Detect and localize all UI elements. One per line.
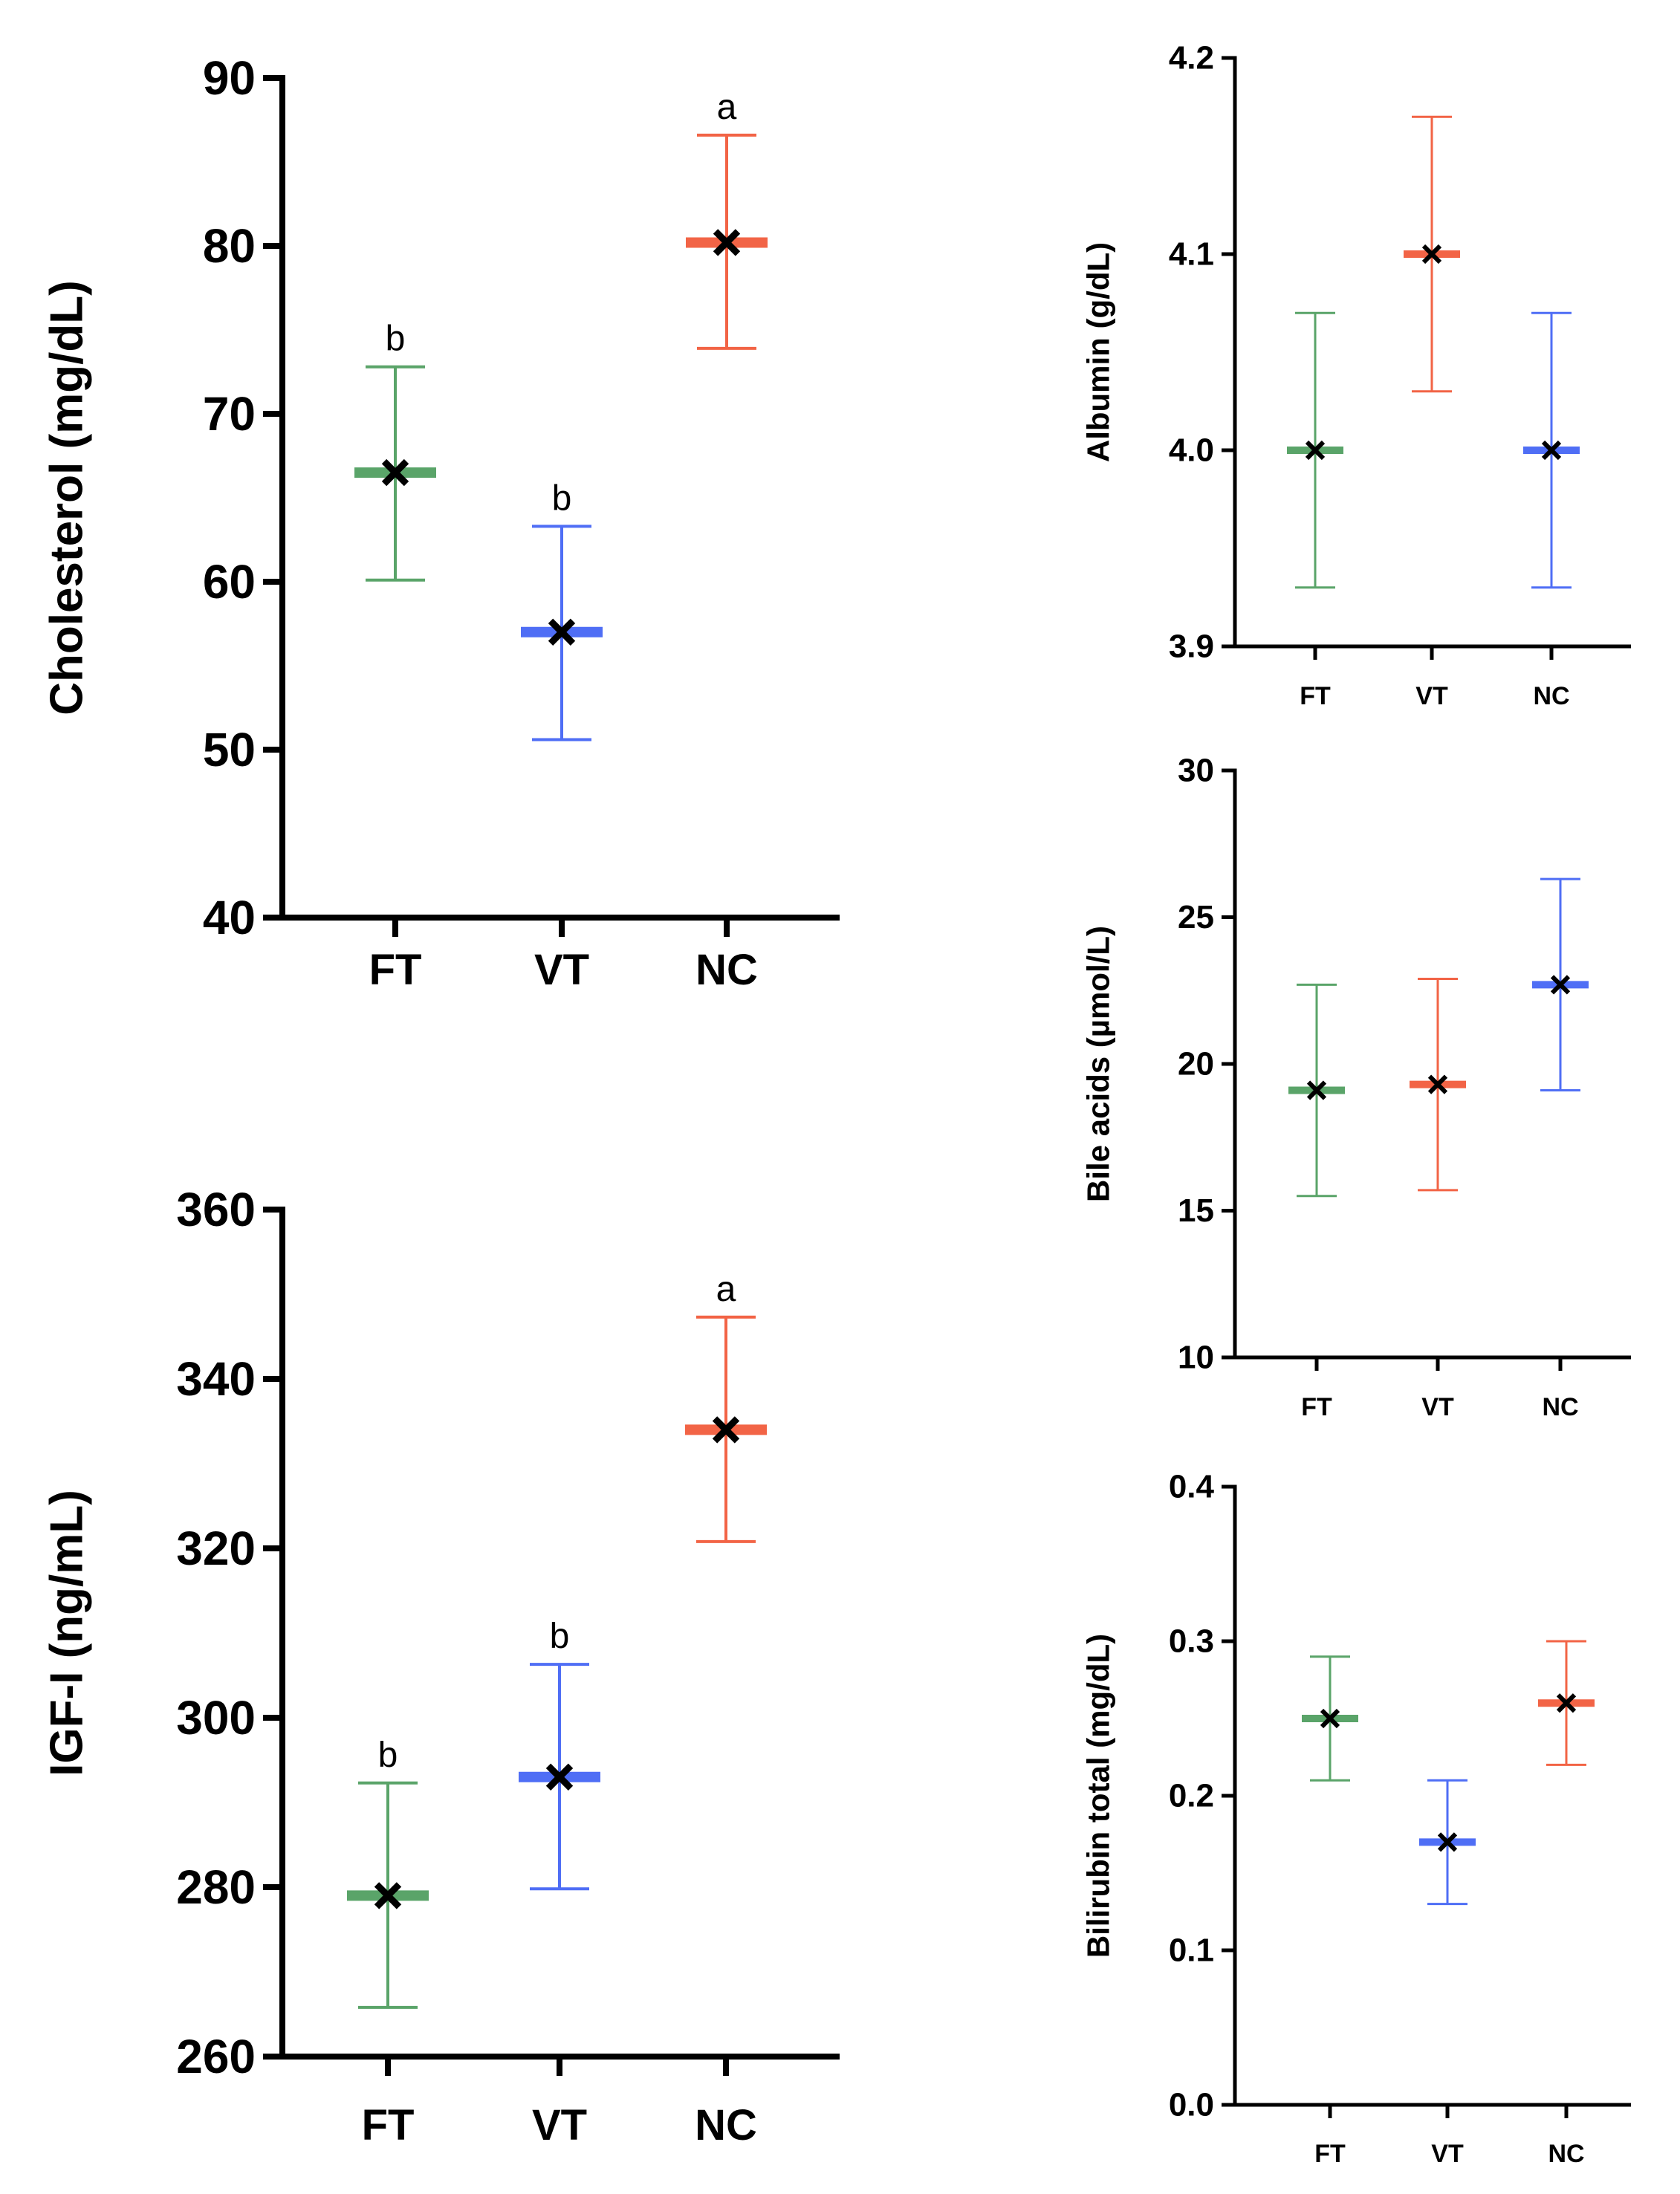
x-tick-label: VT bbox=[532, 2101, 587, 2149]
y-tick-label: 300 bbox=[176, 1691, 256, 1745]
mean-marker-stroke bbox=[1306, 1080, 1327, 1100]
mean-marker-VT bbox=[1437, 1832, 1458, 1852]
y-tick-label: 70 bbox=[203, 387, 256, 441]
y-tick-label: 280 bbox=[176, 1860, 256, 1914]
mean-marker-FT bbox=[1306, 1080, 1327, 1100]
mean-marker-stroke bbox=[1437, 1832, 1458, 1852]
y-tick-label: 0.2 bbox=[1169, 1778, 1214, 1814]
x-tick-label: FT bbox=[1301, 1393, 1332, 1421]
mean-marker-VT bbox=[548, 618, 576, 646]
significance-label-NC: a bbox=[717, 88, 737, 127]
significance-label-VT: b bbox=[552, 478, 572, 518]
y-axis-title: Albumin (g/dL) bbox=[1081, 242, 1116, 462]
y-tick-label: 90 bbox=[203, 51, 256, 105]
x-tick-label: FT bbox=[1314, 2140, 1346, 2168]
significance-label-VT: b bbox=[550, 1617, 570, 1656]
mean-marker-FT bbox=[381, 458, 409, 487]
significance-label-NC: a bbox=[716, 1270, 736, 1309]
y-tick-label: 15 bbox=[1178, 1192, 1214, 1229]
chart-panel-2: 260 280 300 320 340 360 FT VT NC IGF-I (ng/mL) b b a bbox=[42, 1183, 840, 2149]
y-tick-label: 4.1 bbox=[1169, 236, 1214, 273]
chart-panel-4: 10 15 20 25 30 FT VT NC Bile acids (µmol/L) bbox=[1081, 753, 1631, 1421]
mean-marker-stroke bbox=[712, 1416, 740, 1444]
mean-marker-stroke bbox=[1541, 440, 1562, 461]
y-tick-label: 60 bbox=[203, 555, 256, 608]
x-tick-label: VT bbox=[1431, 2140, 1464, 2168]
x-tick-label: FT bbox=[362, 2101, 415, 2149]
chart-panel-5: 0.0 0.1 0.2 0.3 0.4 FT VT NC Bilirubin total (mg… bbox=[1081, 1469, 1631, 2168]
y-tick-label: 4.0 bbox=[1169, 432, 1214, 469]
mean-marker-NC bbox=[1556, 1693, 1577, 1713]
y-tick-label: 10 bbox=[1178, 1340, 1214, 1376]
mean-marker-stroke bbox=[713, 229, 741, 256]
chart-panel-3: 3.9 4.0 4.1 4.2 FT VT NC Albumin (g/dL) bbox=[1081, 40, 1631, 710]
y-tick-label: 30 bbox=[1178, 753, 1214, 789]
y-tick-label: 340 bbox=[176, 1352, 256, 1406]
mean-marker-NC bbox=[712, 1416, 740, 1444]
chart-panel-1: 40 50 60 70 80 90 FT VT NC Cholesterol (mg/dL) b b a bbox=[42, 51, 840, 994]
y-axis-title: Bile acids (µmol/L) bbox=[1081, 926, 1116, 1202]
y-tick-label: 260 bbox=[176, 2030, 256, 2083]
y-axis-title: Bilirubin total (mg/dL) bbox=[1081, 1634, 1116, 1958]
y-tick-label: 4.2 bbox=[1169, 40, 1214, 77]
x-tick-label: FT bbox=[369, 946, 422, 994]
y-axis-title: IGF-I (ng/mL) bbox=[42, 1490, 93, 1776]
y-tick-label: 25 bbox=[1178, 899, 1214, 935]
mean-marker-stroke bbox=[1427, 1074, 1448, 1094]
mean-marker-VT bbox=[545, 1763, 574, 1791]
mean-marker-FT bbox=[1305, 440, 1326, 461]
y-tick-label: 0.3 bbox=[1169, 1623, 1214, 1660]
y-tick-label: 0.0 bbox=[1169, 2087, 1214, 2123]
mean-marker-stroke bbox=[1421, 244, 1442, 264]
mean-marker-stroke bbox=[545, 1763, 574, 1791]
x-tick-label: NC bbox=[1548, 2140, 1584, 2168]
significance-label-FT: b bbox=[378, 1736, 398, 1775]
y-tick-label: 50 bbox=[203, 723, 256, 776]
mean-marker-stroke bbox=[548, 618, 576, 646]
mean-marker-FT bbox=[1320, 1708, 1340, 1729]
x-tick-label: NC bbox=[695, 2101, 757, 2149]
y-tick-label: 320 bbox=[176, 1522, 256, 1575]
mean-marker-NC bbox=[713, 229, 741, 256]
y-tick-label: 3.9 bbox=[1169, 629, 1214, 665]
y-tick-label: 0.4 bbox=[1169, 1469, 1215, 1505]
y-tick-label: 0.1 bbox=[1169, 1932, 1214, 1969]
mean-marker-NC bbox=[1550, 975, 1571, 995]
y-tick-label: 40 bbox=[203, 891, 256, 944]
y-tick-label: 360 bbox=[176, 1183, 256, 1236]
mean-marker-stroke bbox=[1550, 975, 1571, 995]
mean-marker-stroke bbox=[1556, 1693, 1577, 1713]
y-axis-title: Cholesterol (mg/dL) bbox=[42, 280, 93, 715]
x-tick-label: VT bbox=[1421, 1393, 1454, 1421]
mean-marker-VT bbox=[1421, 244, 1442, 264]
x-tick-label: FT bbox=[1300, 682, 1331, 710]
mean-marker-stroke bbox=[374, 1882, 402, 1909]
x-tick-label: NC bbox=[1533, 682, 1569, 710]
mean-marker-FT bbox=[374, 1882, 402, 1909]
mean-marker-stroke bbox=[1305, 440, 1326, 461]
x-tick-label: NC bbox=[695, 946, 758, 994]
significance-label-FT: b bbox=[386, 319, 406, 359]
y-tick-label: 20 bbox=[1178, 1046, 1214, 1083]
y-tick-label: 80 bbox=[203, 219, 256, 273]
mean-marker-stroke bbox=[1320, 1708, 1340, 1729]
mean-marker-stroke bbox=[381, 458, 409, 487]
mean-marker-NC bbox=[1541, 440, 1562, 461]
x-tick-label: VT bbox=[1415, 682, 1448, 710]
mean-marker-VT bbox=[1427, 1074, 1448, 1094]
x-tick-label: VT bbox=[534, 946, 589, 994]
x-tick-label: NC bbox=[1542, 1393, 1578, 1421]
